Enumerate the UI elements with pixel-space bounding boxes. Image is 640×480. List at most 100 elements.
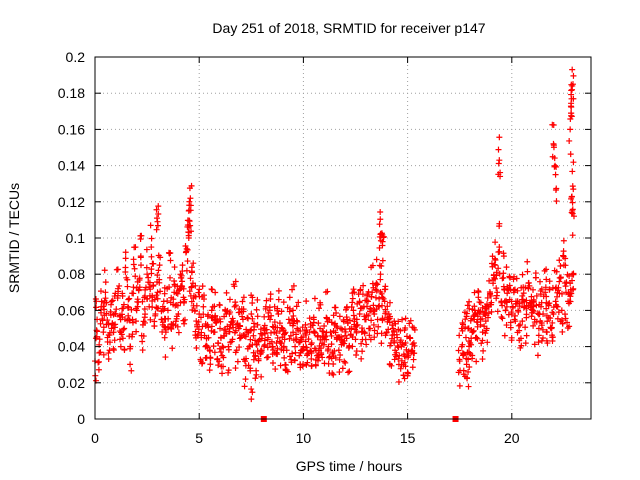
data-point bbox=[308, 348, 315, 355]
data-point bbox=[93, 298, 100, 305]
y-tick-label: 0 bbox=[77, 411, 85, 427]
data-point bbox=[124, 283, 131, 290]
data-point bbox=[399, 316, 406, 323]
data-point bbox=[402, 324, 409, 331]
data-point bbox=[483, 327, 490, 334]
data-point bbox=[332, 329, 339, 336]
data-point bbox=[519, 318, 526, 325]
data-point bbox=[238, 305, 245, 312]
data-point bbox=[167, 324, 174, 331]
data-point bbox=[122, 255, 129, 262]
data-point bbox=[547, 325, 554, 332]
data-point bbox=[275, 287, 282, 294]
data-point bbox=[250, 326, 257, 333]
data-point bbox=[310, 314, 317, 321]
data-point bbox=[463, 313, 470, 320]
data-point bbox=[366, 332, 373, 339]
data-point bbox=[139, 298, 146, 305]
data-point bbox=[496, 134, 503, 141]
data-point bbox=[157, 288, 164, 295]
data-point bbox=[557, 263, 564, 270]
data-point bbox=[393, 331, 400, 338]
data-point bbox=[264, 336, 271, 343]
data-point bbox=[118, 331, 125, 338]
data-point bbox=[391, 338, 398, 345]
data-point bbox=[481, 309, 488, 316]
data-point bbox=[118, 311, 125, 318]
data-point bbox=[332, 304, 339, 311]
data-point bbox=[274, 334, 281, 341]
data-point bbox=[353, 316, 360, 323]
data-point bbox=[346, 317, 353, 324]
data-point bbox=[569, 66, 576, 73]
data-point bbox=[153, 215, 160, 222]
data-point bbox=[385, 326, 392, 333]
data-point bbox=[153, 206, 160, 213]
data-point bbox=[377, 216, 384, 223]
data-point bbox=[192, 282, 199, 289]
data-point bbox=[308, 341, 315, 348]
data-point bbox=[397, 337, 404, 344]
x-tick-label: 10 bbox=[296, 430, 312, 446]
data-point bbox=[532, 270, 539, 277]
data-point bbox=[289, 286, 296, 293]
data-point bbox=[141, 306, 148, 313]
x-axis: 0 5 10 15 20 bbox=[91, 57, 520, 446]
data-point bbox=[138, 232, 145, 239]
data-point bbox=[188, 264, 195, 271]
data-point bbox=[349, 343, 356, 350]
data-point bbox=[315, 320, 322, 327]
data-point bbox=[510, 276, 517, 283]
data-point bbox=[459, 352, 466, 359]
data-point bbox=[515, 322, 522, 329]
data-point bbox=[350, 312, 357, 319]
data-point bbox=[179, 262, 186, 269]
data-point bbox=[388, 362, 395, 369]
data-point bbox=[496, 220, 503, 227]
data-point bbox=[401, 359, 408, 366]
data-point bbox=[287, 332, 294, 339]
data-point bbox=[539, 326, 546, 333]
data-point bbox=[543, 266, 550, 273]
data-point bbox=[359, 325, 366, 332]
data-point bbox=[411, 342, 418, 349]
data-point bbox=[232, 299, 239, 306]
data-point bbox=[382, 308, 389, 315]
data-point bbox=[164, 285, 171, 292]
data-point bbox=[232, 365, 239, 372]
data-point bbox=[365, 298, 372, 305]
data-point bbox=[215, 362, 222, 369]
data-point bbox=[456, 382, 463, 389]
data-point bbox=[282, 361, 289, 368]
data-point bbox=[349, 290, 356, 297]
data-point bbox=[570, 271, 577, 278]
data-point bbox=[459, 341, 466, 348]
data-point bbox=[155, 210, 162, 217]
data-point bbox=[330, 361, 337, 368]
data-point bbox=[128, 367, 135, 374]
data-point bbox=[225, 346, 232, 353]
data-point bbox=[141, 319, 148, 326]
data-point bbox=[165, 315, 172, 322]
data-point bbox=[278, 340, 285, 347]
data-point bbox=[368, 317, 375, 324]
data-point bbox=[289, 350, 296, 357]
data-point bbox=[130, 261, 137, 268]
data-point bbox=[273, 330, 280, 337]
data-point bbox=[165, 323, 172, 330]
data-point bbox=[382, 286, 389, 293]
data-point bbox=[316, 305, 323, 312]
data-point bbox=[402, 315, 409, 322]
data-point bbox=[560, 252, 567, 259]
data-point bbox=[320, 328, 327, 335]
data-point bbox=[562, 283, 569, 290]
data-point bbox=[180, 317, 187, 324]
data-point bbox=[358, 355, 365, 362]
data-point bbox=[529, 286, 536, 293]
data-point bbox=[130, 256, 137, 263]
data-point bbox=[535, 332, 542, 339]
data-point bbox=[514, 329, 521, 336]
data-point bbox=[544, 318, 551, 325]
data-point bbox=[566, 323, 573, 330]
data-point bbox=[293, 331, 300, 338]
